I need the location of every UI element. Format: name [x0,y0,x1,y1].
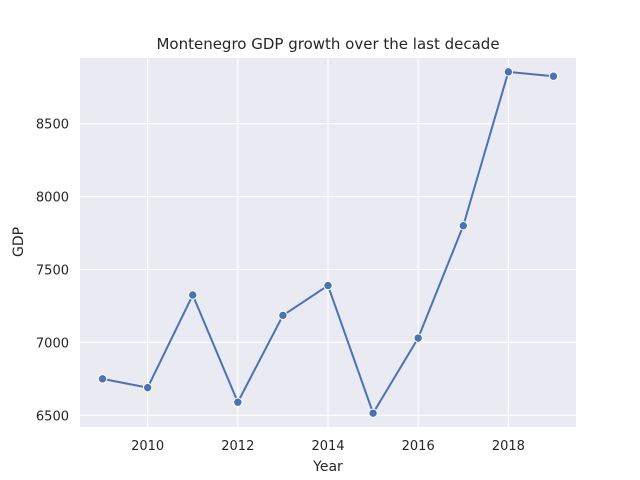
y-tick-labels: 6500 7000 7500 8000 8500 [36,118,69,425]
y-tick-label: 7500 [36,263,69,278]
data-point [233,397,243,407]
y-tick-label: 8000 [36,191,69,206]
data-point [368,408,378,418]
x-tick-labels: 2010 2012 2014 2016 2018 [131,439,525,454]
data-point [458,221,468,231]
gdp-markers [97,67,559,418]
y-axis-label: GDP [11,227,27,257]
y-tick-label: 7000 [36,336,69,351]
data-point [97,374,108,384]
data-point [503,67,514,77]
data-point [413,333,423,343]
data-point [548,71,559,81]
data-point [323,280,333,291]
data-point [188,290,198,300]
x-axis-label: Year [312,459,343,475]
y-tick-label: 8500 [36,118,69,133]
data-point [278,310,288,321]
x-tick-label: 2010 [131,439,164,454]
x-tick-label: 2012 [221,439,254,454]
chart-title: Montenegro GDP growth over the last deca… [156,35,499,53]
x-tick-label: 2018 [492,439,525,454]
y-tick-label: 6500 [36,409,69,424]
x-tick-label: 2014 [311,439,344,454]
data-point [142,382,153,393]
x-tick-label: 2016 [402,439,435,454]
